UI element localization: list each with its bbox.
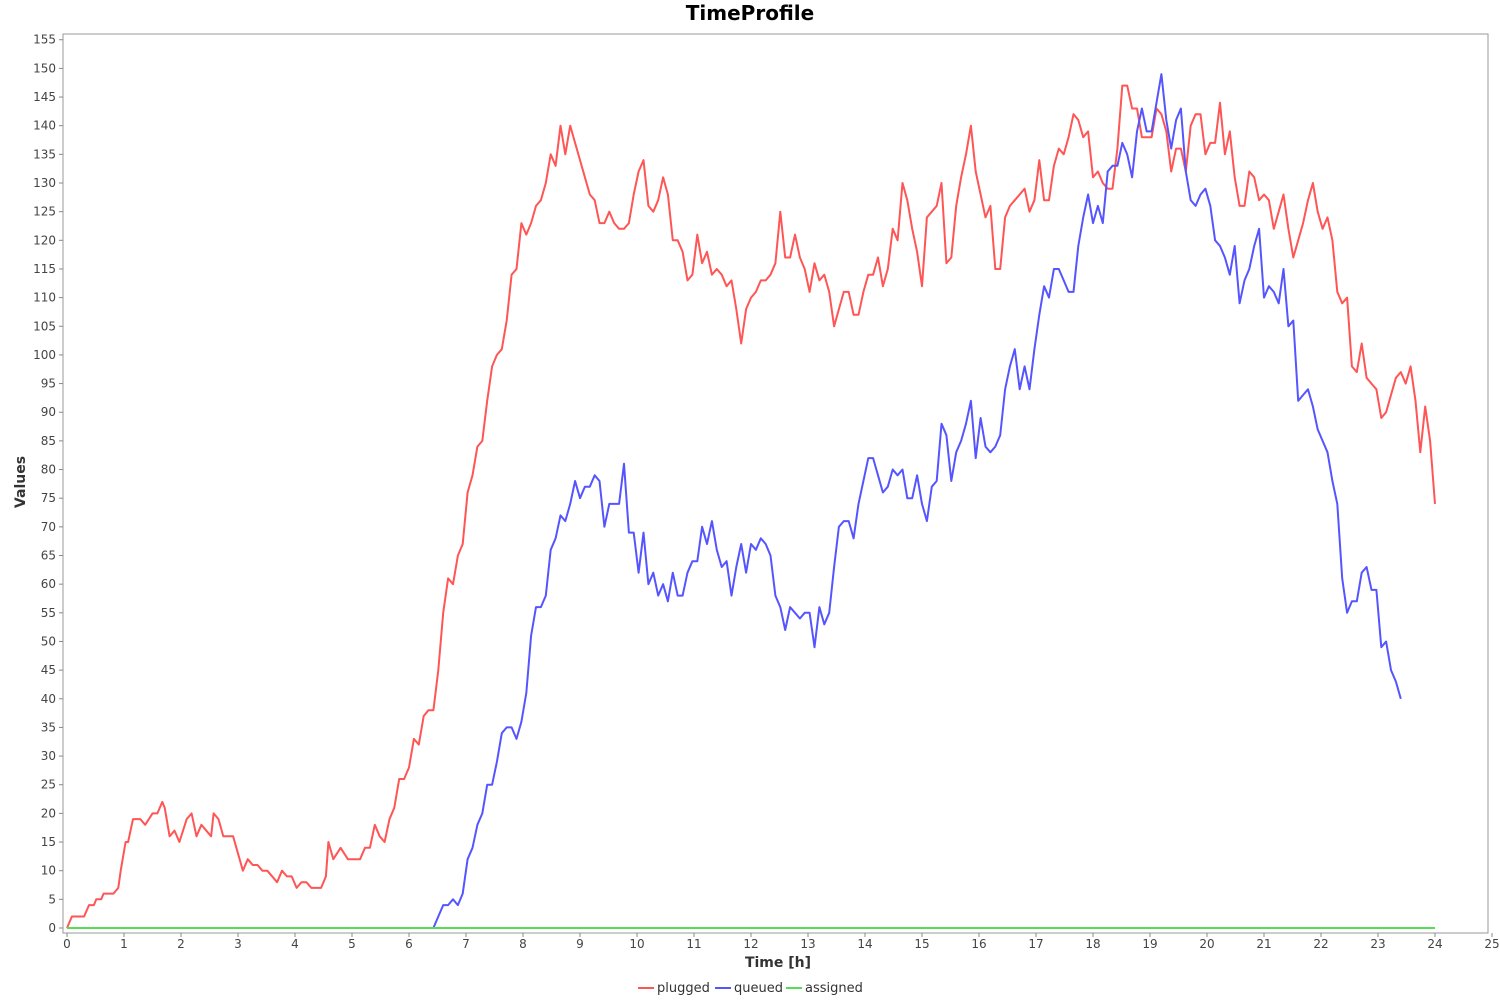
x-tick-label: 24 [1427,937,1442,951]
y-tick-label: 90 [41,405,56,419]
y-tick-label: 125 [33,205,56,219]
y-tick-label: 65 [41,549,56,563]
y-tick-label: 130 [33,176,56,190]
x-tick-label: 0 [63,937,71,951]
plot-area [62,33,1489,934]
legend-label-assigned: assigned [805,981,863,996]
y-tick-label: 45 [41,663,56,677]
x-tick-label: 1 [120,937,128,951]
y-tick-label: 50 [41,634,56,648]
y-tick-label: 145 [33,90,56,104]
y-axis: 0 5 10 15 20 25 30 35 40 45 50 55 60 65 70 75 80 85 90 95 10… [33,33,63,935]
plot-frame [62,33,1489,934]
y-tick-label: 85 [41,434,56,448]
y-tick-label: 150 [33,61,56,75]
y-tick-label: 0 [48,921,56,935]
y-tick-label: 30 [41,749,56,763]
x-axis: 0 1 2 3 4 5 6 7 8 9 10 11 12 13 14 15 16 17 18 19 20 21 22 23 24… [63,933,1500,951]
x-tick-label: 12 [743,937,758,951]
y-tick-label: 80 [41,463,56,477]
x-tick-label: 3 [234,937,242,951]
legend-label-plugged: plugged [657,981,710,996]
y-tick-label: 155 [33,33,56,47]
x-tick-label: 9 [576,937,584,951]
x-tick-label: 4 [291,937,299,951]
y-tick-label: 55 [41,606,56,620]
x-tick-label: 10 [629,937,644,951]
y-tick-label: 10 [41,864,56,878]
x-tick-label: 15 [914,937,929,951]
x-tick-label: 13 [800,937,815,951]
y-tick-label: 100 [33,348,56,362]
x-tick-label: 6 [405,937,413,951]
x-tick-label: 16 [971,937,986,951]
x-tick-label: 25 [1484,937,1499,951]
x-tick-label: 21 [1256,937,1271,951]
x-tick-label: 7 [462,937,470,951]
x-tick-label: 17 [1028,937,1043,951]
y-tick-label: 115 [33,262,56,276]
y-tick-label: 35 [41,720,56,734]
x-axis-label: Time [h] [745,955,811,971]
x-tick-label: 20 [1199,937,1214,951]
x-tick-label: 11 [686,937,701,951]
y-tick-label: 95 [41,377,56,391]
y-axis-label: Values [13,456,29,508]
x-tick-label: 22 [1313,937,1328,951]
y-tick-label: 135 [33,147,56,161]
y-tick-label: 25 [41,778,56,792]
y-tick-label: 60 [41,577,56,591]
legend-label-queued: queued [734,981,783,996]
y-tick-label: 70 [41,520,56,534]
x-tick-label: 8 [519,937,527,951]
y-tick-label: 105 [33,319,56,333]
x-tick-label: 19 [1142,937,1157,951]
legend: plugged queued assigned [638,981,863,996]
series-line-queued [67,73,1402,929]
y-tick-label: 40 [41,692,56,706]
y-tick-label: 140 [33,119,56,133]
x-tick-label: 14 [857,937,872,951]
y-tick-label: 110 [33,291,56,305]
x-tick-label: 23 [1370,937,1385,951]
x-tick-label: 2 [177,937,185,951]
x-tick-label: 5 [348,937,356,951]
y-tick-label: 5 [48,892,56,906]
series-line-plugged [66,84,1436,929]
x-tick-label: 18 [1085,937,1100,951]
y-tick-label: 120 [33,233,56,247]
y-tick-label: 20 [41,806,56,820]
y-tick-label: 15 [41,835,56,849]
chart-title: TimeProfile [685,1,815,25]
y-tick-label: 75 [41,491,56,505]
